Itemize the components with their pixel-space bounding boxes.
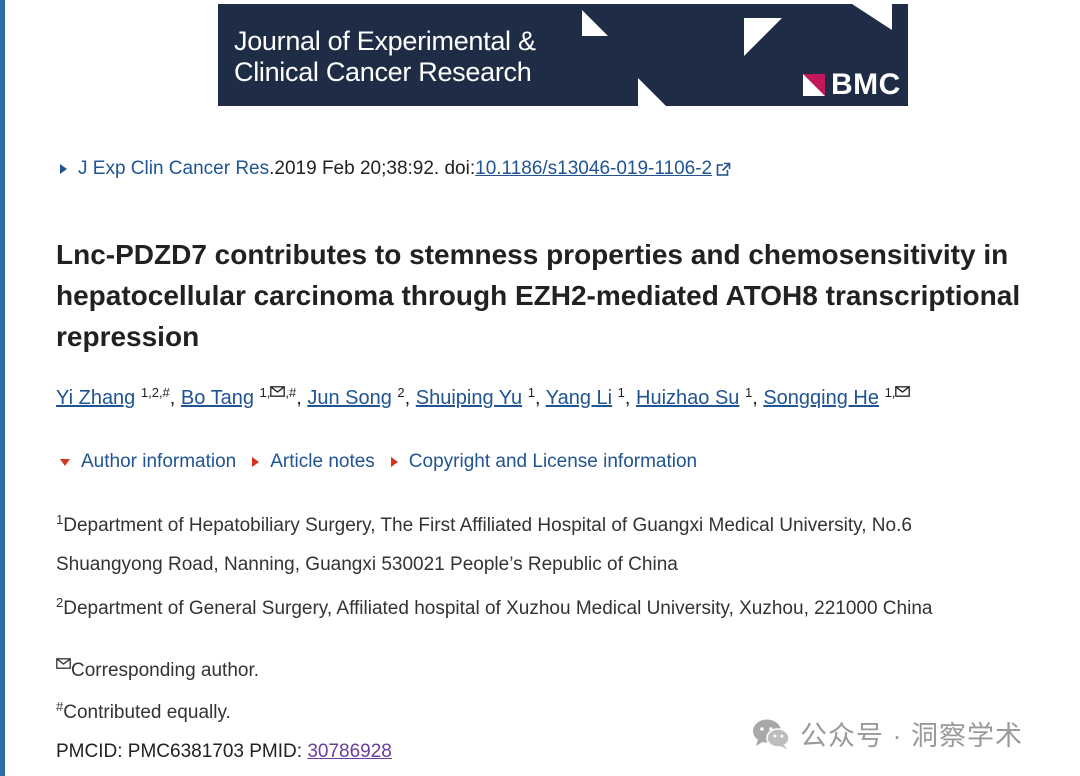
- expand-arrow-icon[interactable]: [60, 164, 67, 174]
- banner-decoration-triangle: [638, 78, 666, 106]
- citation-line: J Exp Clin Cancer Res. 2019 Feb 20;38:92…: [60, 158, 732, 180]
- equal-contribution-note: #Contributed equally.: [56, 699, 231, 723]
- author-list: Yi Zhang 1,2,#, Bo Tang 1, ,#, Jun Song 2…: [56, 385, 911, 410]
- journal-name: Journal of Experimental & Clinical Cance…: [234, 26, 536, 87]
- pmcid-label: PMCID: PMC6381703 PMID:: [56, 741, 308, 762]
- author-affiliation-sup: 1: [744, 385, 753, 400]
- bmc-logo: BMC: [803, 68, 901, 102]
- author-link[interactable]: Bo Tang: [180, 387, 254, 409]
- journal-link[interactable]: J Exp Clin Cancer Res: [78, 158, 270, 179]
- author-link[interactable]: Songqing He: [763, 387, 879, 409]
- affiliation-1-continued: Shuangyong Road, Nanning, Guangxi 530021…: [56, 554, 678, 575]
- doi-link[interactable]: 10.1186/s13046-019-1106-2: [475, 158, 713, 179]
- banner-decoration-triangle: [582, 10, 608, 36]
- citation-separator: .: [269, 158, 275, 179]
- affiliation-2: 2Department of General Surgery, Affiliat…: [56, 595, 933, 619]
- author-link[interactable]: Shuiping Yu: [415, 387, 523, 409]
- article-notes-toggle[interactable]: Article notes: [252, 451, 375, 473]
- wechat-icon: [753, 719, 790, 749]
- author-affiliation-sup: 1,: [885, 385, 911, 400]
- author-link[interactable]: Jun Song: [307, 387, 392, 409]
- author-link[interactable]: Yi Zhang: [56, 387, 136, 409]
- caret-right-icon: [252, 457, 260, 467]
- banner-decoration-triangle: [852, 4, 892, 30]
- author-affiliation-sup: 2: [397, 385, 405, 400]
- author-affiliation-sup: 1, ,#: [259, 385, 297, 400]
- info-toggles: Author information Article notes Copyrig…: [60, 451, 713, 473]
- pmid-link[interactable]: 30786928: [307, 741, 392, 762]
- left-accent-rule: [0, 0, 5, 776]
- caret-right-icon: [390, 457, 398, 467]
- author-information-toggle[interactable]: Author information: [60, 451, 236, 473]
- author-link[interactable]: Huizhao Su: [636, 387, 740, 409]
- wechat-watermark: 公众号 · 洞察学术: [752, 714, 1023, 753]
- journal-banner[interactable]: Journal of Experimental & Clinical Cance…: [218, 4, 908, 106]
- citation-details: 2019 Feb 20;38:92. doi:: [274, 158, 476, 179]
- mail-icon: [56, 658, 71, 669]
- bmc-logo-icon: [803, 74, 825, 96]
- mail-icon[interactable]: [895, 386, 911, 397]
- copyright-license-toggle[interactable]: Copyright and License information: [390, 451, 697, 473]
- mail-icon[interactable]: [270, 386, 286, 397]
- author-link[interactable]: Yang Li: [545, 387, 613, 409]
- corresponding-author-note: Corresponding author.: [56, 657, 259, 682]
- author-affiliation-sup: 1: [617, 385, 625, 400]
- affiliation-1: 1Department of Hepatobiliary Surgery, Th…: [56, 512, 912, 536]
- author-affiliation-sup: 1: [527, 385, 535, 400]
- article-identifiers: PMCID: PMC6381703 PMID: 30786928: [56, 741, 392, 763]
- author-affiliation-sup: 1,2,#: [140, 385, 170, 400]
- caret-down-icon: [60, 458, 70, 466]
- banner-decoration-triangle: [744, 18, 782, 56]
- article-title: Lnc-PDZD7 contributes to stemness proper…: [56, 239, 1021, 352]
- external-link-icon[interactable]: [716, 161, 732, 177]
